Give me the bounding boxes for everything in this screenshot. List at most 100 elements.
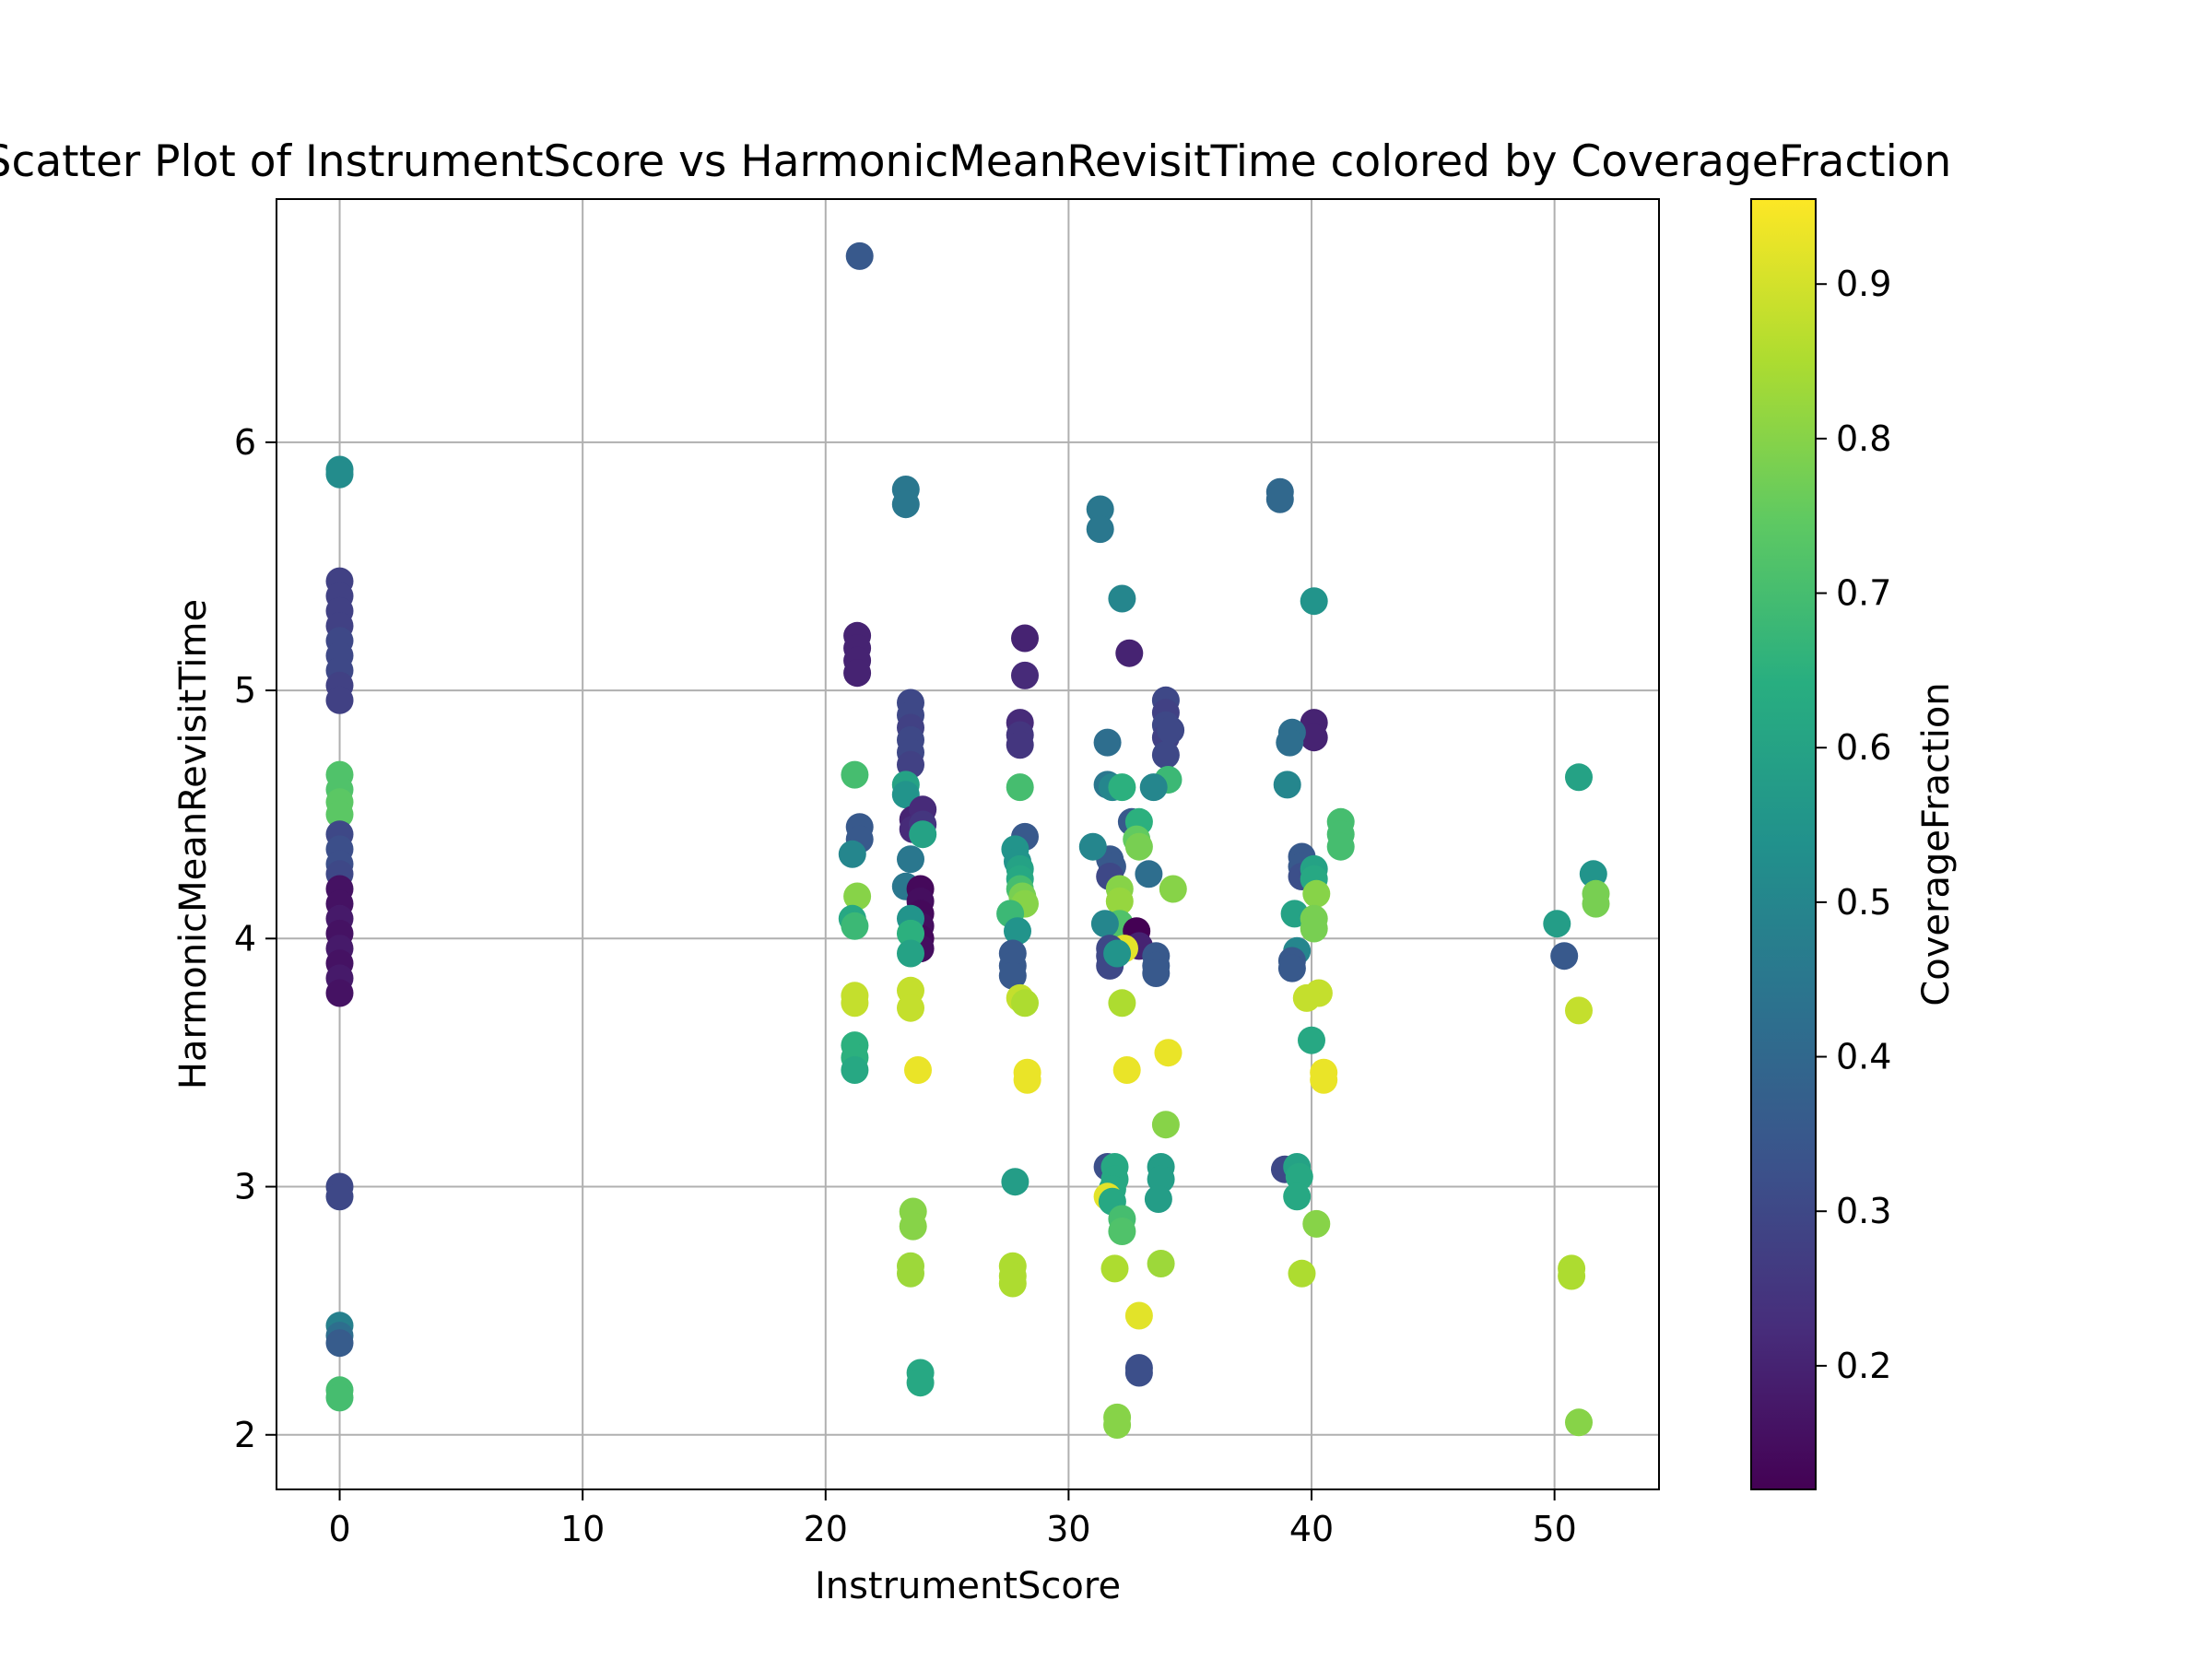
x-tick-label: 40 — [1289, 1509, 1334, 1549]
scatter-point — [325, 460, 354, 488]
scatter-point — [1108, 1218, 1136, 1245]
scatter-point — [1004, 917, 1031, 946]
scatter-point — [1086, 495, 1114, 524]
y-tick-label: 4 — [234, 918, 256, 959]
scatter-point — [325, 800, 354, 829]
scatter-point — [1078, 832, 1107, 861]
colorbar-tick-label: 0.7 — [1836, 573, 1891, 614]
scatter-point — [1108, 773, 1136, 802]
scatter-point — [1157, 716, 1185, 745]
scatter-point — [1086, 515, 1114, 544]
scatter-point — [1100, 1254, 1129, 1283]
x-tick-label: 30 — [1046, 1509, 1090, 1549]
colorbar-tick-label: 0.6 — [1836, 727, 1891, 768]
scatter-point — [1283, 1182, 1312, 1211]
scatter-point — [325, 1383, 354, 1412]
scatter-point — [1112, 1056, 1141, 1084]
x-axis-ticks: 0 10 20 30 40 50 — [328, 1489, 1577, 1549]
y-axis-label: HarmonicMeanRevisitTime — [172, 599, 215, 1089]
scatter-point — [1142, 959, 1171, 987]
colorbar-tick-label: 0.8 — [1836, 418, 1891, 459]
y-tick-label: 2 — [234, 1415, 256, 1455]
scatter-point — [1108, 584, 1136, 613]
colorbar-tick-label: 0.4 — [1836, 1037, 1891, 1077]
scatter-point — [1292, 983, 1321, 1012]
plot-frame — [276, 198, 1660, 1490]
colorbar-tick-label: 0.3 — [1836, 1191, 1891, 1231]
scatter-point — [1265, 485, 1294, 513]
scatter-point — [325, 686, 354, 714]
scatter-point — [1135, 860, 1163, 888]
scatter-point — [1310, 1065, 1338, 1094]
scatter-point — [1006, 731, 1034, 759]
colorbar-ticks: 0.2 0.3 0.4 0.5 0.6 0.7 0.8 0.9 — [1816, 264, 1891, 1386]
scatter-point — [841, 989, 869, 1018]
scatter-point — [1105, 887, 1134, 915]
scatter-point — [843, 659, 872, 688]
y-tick-label: 6 — [234, 422, 256, 463]
scatter-point — [1277, 954, 1306, 982]
scatter-point — [897, 919, 924, 947]
scatter-point — [1159, 875, 1187, 903]
scatter-point — [325, 1329, 354, 1358]
scatter-point — [1151, 1111, 1180, 1139]
scatter-point — [1124, 832, 1153, 861]
colorbar-label: CoverageFraction — [1915, 682, 1958, 1006]
y-tick-label: 3 — [234, 1167, 256, 1207]
scatter-point — [1013, 1065, 1041, 1094]
scatter-point — [1300, 724, 1328, 752]
scatter-point — [1001, 1168, 1030, 1196]
scatter-point — [897, 994, 924, 1022]
scatter-point — [1298, 1026, 1325, 1054]
chart-title: Scatter Plot of InstrumentScore vs Harmo… — [0, 136, 1951, 187]
data-points — [325, 241, 1610, 1439]
scatter-point — [1006, 773, 1034, 802]
x-tick-label: 50 — [1532, 1509, 1576, 1549]
scatter-point — [897, 1259, 924, 1288]
scatter-point — [1144, 1185, 1172, 1213]
scatter-point — [1565, 763, 1593, 792]
x-tick-label: 0 — [328, 1509, 350, 1549]
scatter-point — [1558, 1262, 1586, 1290]
scatter-point — [1300, 587, 1328, 616]
colorbar-tick-label: 0.9 — [1836, 264, 1891, 304]
scatter-point — [897, 845, 924, 874]
scatter-point — [1565, 1408, 1593, 1437]
scatter-point — [906, 1369, 935, 1397]
colorbar — [1750, 198, 1817, 1490]
scatter-point — [1273, 771, 1301, 799]
scatter-point — [1565, 996, 1593, 1025]
scatter-point — [841, 912, 869, 940]
scatter-point — [891, 490, 920, 519]
scatter-point — [1582, 889, 1610, 918]
scatter-point — [1154, 1039, 1182, 1067]
scatter-point — [1090, 910, 1119, 938]
y-tick-label: 5 — [234, 670, 256, 711]
scatter-point — [1011, 661, 1039, 689]
scatter-point — [841, 1056, 869, 1084]
scatter-point — [1011, 989, 1039, 1018]
scatter-point — [1276, 728, 1304, 757]
scatter-point — [843, 882, 872, 911]
scatter-point — [841, 760, 869, 789]
colorbar-tick-label: 0.5 — [1836, 882, 1891, 923]
x-tick-label: 20 — [804, 1509, 848, 1549]
y-axis-ticks: 2 3 4 5 6 — [234, 422, 276, 1455]
scatter-point — [1115, 639, 1144, 667]
scatter-point — [1300, 914, 1328, 943]
scatter-point — [1124, 1301, 1153, 1330]
colorbar-tick-label: 0.2 — [1836, 1346, 1891, 1386]
scatter-point — [1288, 1259, 1316, 1288]
x-axis-label: InstrumentScore — [815, 1565, 1121, 1607]
scatter-point — [1108, 989, 1136, 1018]
scatter-point — [899, 1212, 927, 1241]
scatter-point — [325, 979, 354, 1007]
scatter-point — [1302, 879, 1331, 908]
scatter-point — [1302, 1209, 1331, 1238]
scatter-point — [1103, 1411, 1132, 1439]
scatter-point — [1147, 1250, 1175, 1277]
scatter-point — [1103, 939, 1132, 968]
scatter-point — [909, 820, 937, 849]
scatter-point — [1543, 910, 1571, 938]
